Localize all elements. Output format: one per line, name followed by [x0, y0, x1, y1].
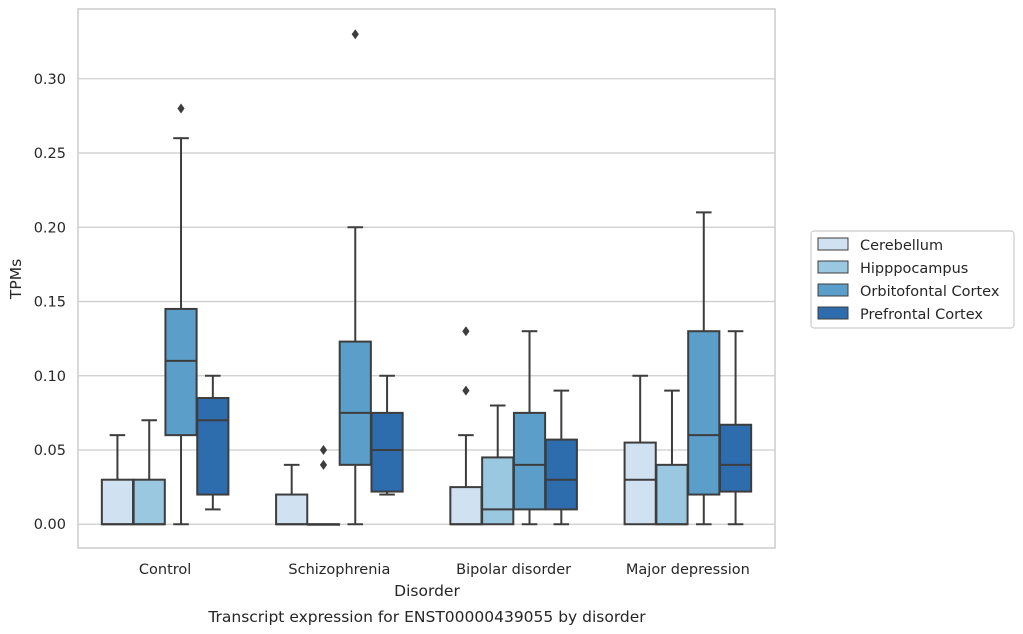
box-orbitofontal-cortex	[687, 211, 721, 526]
legend-swatch	[817, 260, 849, 274]
box-body	[275, 493, 309, 526]
outlier-point	[319, 459, 328, 470]
legend-label: Cerebellum	[860, 238, 943, 254]
box-body	[544, 438, 578, 511]
box-body	[164, 307, 198, 437]
box-body	[449, 486, 483, 526]
box-body	[100, 478, 135, 526]
box-prefrontal-cortex	[370, 374, 404, 496]
x-axis-label: Disorder	[394, 582, 460, 600]
box-body	[687, 330, 721, 496]
box-body	[370, 411, 404, 493]
box-orbitofontal-cortex	[164, 103, 198, 526]
y-tick-label: 0.00	[34, 517, 66, 533]
outlier-point	[462, 326, 470, 337]
y-tick-label: 0.30	[34, 72, 66, 88]
box-hipppocampus	[481, 404, 515, 526]
x-tick-label: Major depression	[626, 562, 750, 578]
chart-caption: Transcript expression for ENST0000043905…	[207, 608, 646, 626]
plot-border	[77, 8, 776, 549]
y-tick-label: 0.20	[34, 220, 66, 236]
y-tick-label: 0.05	[34, 443, 66, 459]
legend-label: Orbitofontal Cortex	[860, 284, 1000, 300]
grid-lines	[78, 78, 775, 525]
outlier-point	[177, 103, 185, 114]
x-tick-label: Schizophrenia	[288, 562, 390, 578]
box-body	[718, 423, 753, 493]
box-orbitofontal-cortex	[512, 330, 547, 526]
box-cerebellum	[449, 326, 483, 526]
box-hipppocampus	[132, 419, 166, 526]
y-tick-label: 0.10	[34, 369, 66, 385]
box-hipppocampus	[306, 445, 341, 526]
box-hipppocampus	[655, 389, 689, 526]
box-cerebellum	[100, 434, 135, 526]
x-tick-labels: Control Schizophrenia Bipolar disorder Majo…	[139, 562, 750, 578]
legend-swatch	[817, 237, 849, 251]
box-body	[655, 463, 689, 526]
legend-label: Hipppocampus	[860, 261, 968, 277]
plot-frame	[77, 8, 776, 549]
legend-label: Prefrontal Cortex	[860, 307, 983, 323]
box-body	[623, 441, 657, 526]
box-body	[196, 397, 230, 496]
legend-frame	[810, 230, 1015, 329]
box-cerebellum	[275, 463, 309, 526]
box-orbitofontal-cortex	[338, 29, 372, 526]
box-prefrontal-cortex	[544, 389, 578, 526]
box-body	[132, 478, 166, 526]
box-prefrontal-cortex	[196, 374, 230, 511]
y-tick-label: 0.25	[34, 146, 66, 162]
box-cerebellum	[623, 374, 657, 526]
boxes	[100, 29, 753, 526]
box-body	[338, 340, 372, 466]
outlier-point	[351, 29, 359, 40]
box-body	[512, 411, 547, 511]
x-tick-label: Control	[139, 562, 191, 578]
legend-swatch	[817, 306, 849, 320]
outlier-point	[319, 445, 328, 455]
box-body	[481, 456, 515, 526]
legend: Cerebellum Hipppocampus Orbitofontal Corte…	[810, 230, 1015, 329]
x-tick-label: Bipolar disorder	[456, 562, 571, 578]
y-tick-labels: 0.00 0.05 0.10 0.15 0.20 0.25 0.30	[34, 72, 66, 533]
outlier-point	[462, 385, 470, 396]
legend-swatch	[817, 283, 849, 297]
y-axis-label: TPMs	[7, 259, 25, 300]
y-tick-label: 0.15	[34, 295, 66, 311]
box-prefrontal-cortex	[718, 330, 753, 526]
